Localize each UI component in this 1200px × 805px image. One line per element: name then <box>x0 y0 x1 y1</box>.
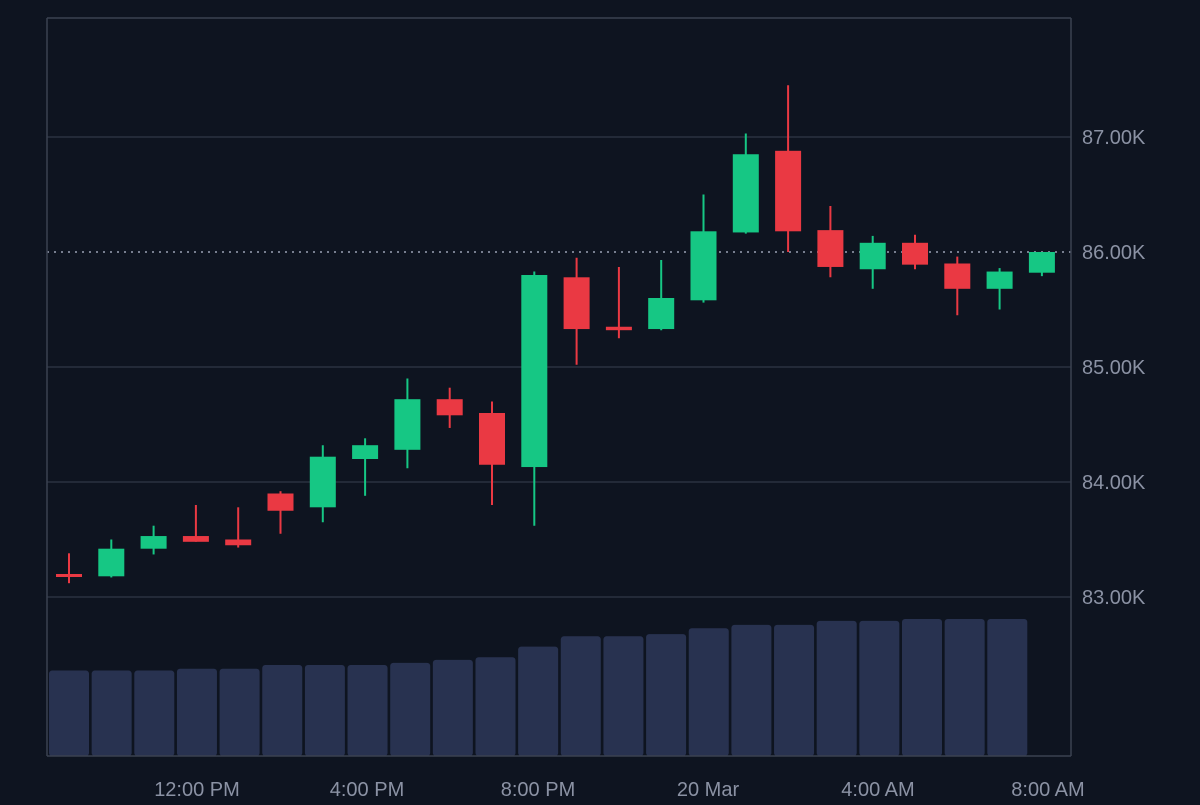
volume-bar <box>475 657 516 756</box>
volume-bar <box>987 619 1028 756</box>
candle-up <box>352 445 379 459</box>
x-tick-label: 8:00 AM <box>1011 779 1084 800</box>
candle-down <box>775 150 802 232</box>
candle-down <box>225 539 252 546</box>
volume-bar <box>560 636 601 756</box>
candle-up <box>394 399 421 450</box>
x-tick-label: 8:00 PM <box>501 779 575 800</box>
volume-bar <box>518 646 559 756</box>
volume-bar <box>902 619 942 756</box>
x-tick-label: 4:00 AM <box>841 779 914 800</box>
volume-bar <box>646 634 687 756</box>
candle-up <box>309 456 336 508</box>
y-tick-label: 87.00K <box>1082 127 1146 149</box>
candle-up <box>648 298 675 330</box>
candle-up <box>859 242 886 270</box>
volume-bar <box>816 620 857 756</box>
y-tick-label: 83.00K <box>1082 587 1146 609</box>
volume-bar <box>91 670 132 756</box>
volume-bar <box>219 668 260 756</box>
candle-down <box>479 413 505 465</box>
volume-bar <box>304 665 345 756</box>
candle-up <box>521 275 548 468</box>
volume-bar <box>774 624 815 756</box>
candle-up <box>986 271 1013 289</box>
volume-bar <box>262 665 303 756</box>
candle-up <box>732 154 759 233</box>
x-tick-label: 12:00 PM <box>154 779 240 800</box>
volume-bar <box>859 620 900 756</box>
candle-down <box>182 536 209 542</box>
x-tick-label: 20 Mar <box>677 779 740 800</box>
y-tick-label: 86.00K <box>1082 242 1146 264</box>
candle-up <box>140 536 167 549</box>
candle-up <box>1028 252 1055 273</box>
volume-bar <box>944 619 985 756</box>
candle-down <box>902 242 928 265</box>
candle-down <box>605 326 632 331</box>
volume-bar <box>390 662 431 756</box>
volume-bar <box>603 636 644 756</box>
candle-down <box>944 263 971 289</box>
candle-down <box>436 399 463 416</box>
volume-bar <box>432 659 473 756</box>
volume-bar <box>731 624 772 756</box>
y-tick-label: 84.00K <box>1082 472 1146 494</box>
candle-up <box>98 548 125 577</box>
volume-bar <box>688 628 729 756</box>
volume-bar <box>347 665 388 756</box>
volume-bar <box>134 670 175 756</box>
candle-up <box>690 231 717 301</box>
y-tick-label: 85.00K <box>1082 357 1146 379</box>
volume-bar <box>49 670 89 756</box>
candle-down <box>563 277 590 330</box>
volume-bar <box>176 668 217 756</box>
candle-down <box>817 230 844 267</box>
candle-down <box>267 493 294 511</box>
candle-down <box>56 574 82 577</box>
x-tick-label: 4:00 PM <box>330 779 404 800</box>
